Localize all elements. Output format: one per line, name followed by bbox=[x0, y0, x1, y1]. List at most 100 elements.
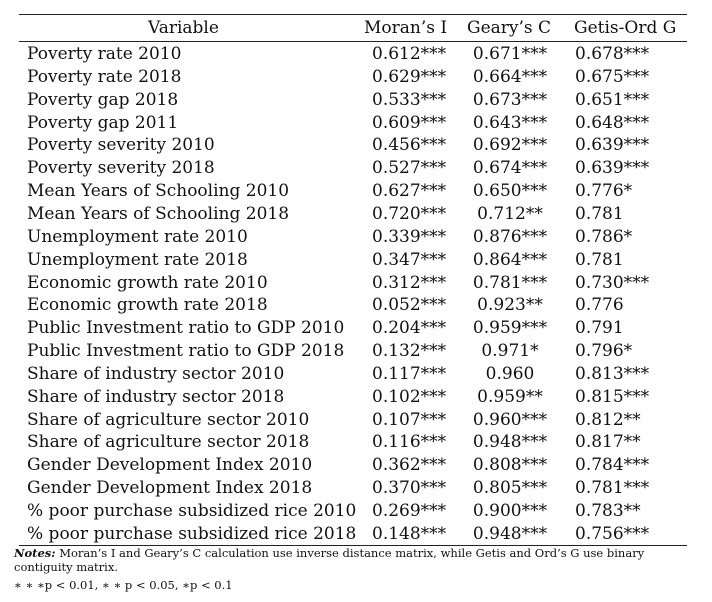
cell-gearys-c: 0.960*** bbox=[472, 409, 548, 430]
table-row: Public Investment ratio to GDP 2010 0.204… bbox=[0, 317, 712, 340]
cell-variable: Share of industry sector 2010 bbox=[27, 363, 285, 384]
cell-variable: Economic growth rate 2010 bbox=[27, 272, 268, 293]
cell-morans-i: 0.612*** bbox=[372, 44, 447, 64]
cell-getis-ord-g: 0.781 bbox=[575, 203, 624, 224]
cell-variable: Poverty severity 2010 bbox=[27, 135, 215, 156]
cell-variable: Poverty rate 2018 bbox=[27, 66, 182, 87]
cell-gearys-c: 0.876*** bbox=[472, 226, 548, 247]
table-row: Unemployment rate 2010 0.339*** 0.876*** 0.… bbox=[0, 226, 712, 249]
table-row: Poverty severity 2010 0.456*** 0.692*** 0.6… bbox=[0, 134, 712, 157]
cell-gearys-c: 0.673*** bbox=[472, 89, 548, 110]
cell-gearys-c: 0.960 bbox=[485, 363, 535, 384]
cell-morans-i: 0.347*** bbox=[372, 249, 447, 270]
table-row: Share of agriculture sector 2018 0.116***… bbox=[0, 431, 712, 454]
cell-variable: Mean Years of Schooling 2010 bbox=[27, 181, 290, 202]
table-row: Poverty severity 2018 0.527*** 0.674*** 0.6… bbox=[0, 157, 712, 180]
table-row: % poor purchase subsidized rice 2010 0.26… bbox=[0, 500, 712, 523]
cell-getis-ord-g: 0.781 bbox=[575, 249, 624, 270]
cell-variable: Share of industry sector 2018 bbox=[27, 386, 285, 407]
header-variable: Variable bbox=[148, 18, 219, 38]
cell-gearys-c: 0.959** bbox=[477, 386, 543, 407]
cell-getis-ord-g: 0.781*** bbox=[575, 478, 650, 499]
cell-morans-i: 0.312*** bbox=[372, 272, 447, 293]
cell-getis-ord-g: 0.648*** bbox=[575, 112, 650, 133]
table-row: Share of industry sector 2018 0.102*** 0.9… bbox=[0, 386, 712, 409]
cell-variable: % poor purchase subsidized rice 2018 bbox=[27, 523, 357, 544]
cell-morans-i: 0.627*** bbox=[372, 181, 447, 202]
cell-morans-i: 0.533*** bbox=[372, 89, 447, 110]
significance-legend: ∗ ∗ ∗p < 0.01, ∗ ∗ p < 0.05, ∗p < 0.1 bbox=[14, 578, 233, 592]
cell-getis-ord-g: 0.813*** bbox=[575, 363, 650, 384]
cell-gearys-c: 0.664*** bbox=[472, 66, 548, 87]
cell-getis-ord-g: 0.783** bbox=[575, 501, 641, 521]
cell-variable: Poverty rate 2010 bbox=[27, 44, 182, 64]
cell-variable: % poor purchase subsidized rice 2010 bbox=[27, 501, 357, 521]
table-row: Poverty rate 2018 0.629*** 0.664*** 0.675**… bbox=[0, 66, 712, 89]
cell-morans-i: 0.362*** bbox=[372, 455, 447, 476]
cell-gearys-c: 0.674*** bbox=[472, 158, 548, 179]
cell-variable: Gender Development Index 2018 bbox=[27, 478, 313, 499]
cell-morans-i: 0.629*** bbox=[372, 66, 447, 87]
cell-morans-i: 0.116*** bbox=[372, 432, 447, 453]
table-row: Share of industry sector 2010 0.117*** 0.9… bbox=[0, 363, 712, 386]
cell-getis-ord-g: 0.776* bbox=[575, 181, 633, 202]
cell-getis-ord-g: 0.796* bbox=[575, 341, 633, 362]
cell-morans-i: 0.132*** bbox=[372, 341, 447, 362]
cell-morans-i: 0.204*** bbox=[372, 318, 447, 339]
cell-gearys-c: 0.650*** bbox=[472, 181, 548, 202]
cell-morans-i: 0.527*** bbox=[372, 158, 447, 179]
cell-gearys-c: 0.923** bbox=[477, 295, 543, 316]
cell-variable: Poverty severity 2018 bbox=[27, 158, 215, 179]
table-row: Economic growth rate 2018 0.052*** 0.923**… bbox=[0, 294, 712, 317]
cell-gearys-c: 0.781*** bbox=[472, 272, 548, 293]
header-gearys-c: Geary’s C bbox=[467, 18, 552, 38]
cell-variable: Public Investment ratio to GDP 2018 bbox=[27, 341, 345, 362]
cell-variable: Share of agriculture sector 2018 bbox=[27, 432, 310, 453]
cell-getis-ord-g: 0.756*** bbox=[575, 523, 650, 544]
table-row: Gender Development Index 2018 0.370*** 0.8… bbox=[0, 477, 712, 500]
cell-gearys-c: 0.948*** bbox=[472, 523, 548, 544]
cell-morans-i: 0.052*** bbox=[372, 295, 447, 316]
cell-getis-ord-g: 0.639*** bbox=[575, 135, 650, 156]
cell-getis-ord-g: 0.784*** bbox=[575, 455, 650, 476]
cell-variable: Poverty gap 2011 bbox=[27, 112, 179, 133]
cell-variable: Share of agriculture sector 2010 bbox=[27, 409, 310, 430]
cell-morans-i: 0.720*** bbox=[372, 203, 447, 224]
table-notes: Notes: Moran’s I and Geary’s C calculati… bbox=[14, 546, 694, 574]
table-bottom-rule bbox=[19, 545, 687, 546]
notes-text: Moran’s I and Geary’s C calculation use … bbox=[14, 546, 645, 574]
table-header-rule bbox=[19, 41, 687, 42]
cell-getis-ord-g: 0.791 bbox=[575, 318, 624, 339]
table-row: Poverty gap 2018 0.533*** 0.673*** 0.651*** bbox=[0, 89, 712, 112]
cell-getis-ord-g: 0.812** bbox=[575, 409, 641, 430]
cell-getis-ord-g: 0.776 bbox=[575, 295, 624, 316]
cell-gearys-c: 0.971* bbox=[481, 341, 539, 362]
table-row: Gender Development Index 2010 0.362*** 0.8… bbox=[0, 454, 712, 477]
header-morans-i: Moran’s I bbox=[364, 18, 448, 38]
table-row: Poverty gap 2011 0.609*** 0.643*** 0.648*** bbox=[0, 112, 712, 135]
cell-gearys-c: 0.712** bbox=[477, 203, 543, 224]
table-row: % poor purchase subsidized rice 2018 0.14… bbox=[0, 523, 712, 546]
cell-getis-ord-g: 0.651*** bbox=[575, 89, 650, 110]
header-getis-ord-g: Getis-Ord G bbox=[574, 18, 677, 38]
cell-gearys-c: 0.671*** bbox=[472, 44, 548, 64]
cell-getis-ord-g: 0.817** bbox=[575, 432, 641, 453]
table-top-rule bbox=[19, 14, 687, 15]
cell-morans-i: 0.107*** bbox=[372, 409, 447, 430]
table-row: Poverty rate 2010 0.612*** 0.671*** 0.678**… bbox=[0, 43, 712, 66]
cell-gearys-c: 0.900*** bbox=[472, 501, 548, 521]
table-row: Share of agriculture sector 2010 0.107***… bbox=[0, 409, 712, 432]
cell-getis-ord-g: 0.639*** bbox=[575, 158, 650, 179]
cell-getis-ord-g: 0.730*** bbox=[575, 272, 650, 293]
table-row: Economic growth rate 2010 0.312*** 0.781**… bbox=[0, 272, 712, 295]
cell-variable: Economic growth rate 2018 bbox=[27, 295, 268, 316]
cell-gearys-c: 0.864*** bbox=[472, 249, 548, 270]
cell-variable: Public Investment ratio to GDP 2010 bbox=[27, 318, 345, 339]
cell-gearys-c: 0.643*** bbox=[472, 112, 548, 133]
cell-gearys-c: 0.692*** bbox=[472, 135, 548, 156]
cell-gearys-c: 0.805*** bbox=[472, 478, 548, 499]
table-row: Mean Years of Schooling 2010 0.627*** 0.65… bbox=[0, 180, 712, 203]
table-row: Public Investment ratio to GDP 2018 0.132… bbox=[0, 340, 712, 363]
cell-variable: Mean Years of Schooling 2018 bbox=[27, 203, 290, 224]
cell-morans-i: 0.148*** bbox=[372, 523, 447, 544]
